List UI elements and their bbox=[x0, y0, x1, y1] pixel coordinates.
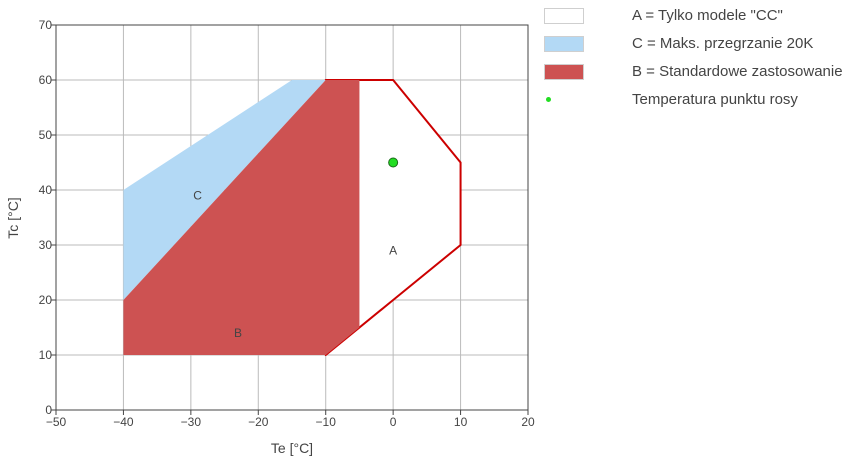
region-label-a: A bbox=[389, 244, 397, 258]
legend-swatch-b bbox=[544, 64, 584, 80]
region-label-b: B bbox=[234, 326, 242, 340]
x-tick-label: 0 bbox=[390, 415, 397, 429]
y-tick-label: 50 bbox=[39, 128, 53, 142]
axis-ticks: −50 −40 −30 −20 −10 0 10 20 0 10 20 30 40 50 60 70 bbox=[39, 18, 535, 429]
x-tick-label: −30 bbox=[181, 415, 202, 429]
legend-item-c[interactable]: C = Maks. przegrzanie 20K bbox=[544, 35, 864, 60]
legend-item-a[interactable]: A = Tylko modele "CC" bbox=[544, 7, 864, 32]
x-tick-label: −50 bbox=[46, 415, 67, 429]
y-tick-label: 20 bbox=[39, 293, 53, 307]
dew-point-marker bbox=[388, 157, 399, 168]
y-tick-label: 40 bbox=[39, 183, 53, 197]
legend: A = Tylko modele "CC" C = Maks. przegrza… bbox=[544, 7, 864, 120]
legend-item-dew-point[interactable]: Temperatura punktu rosy bbox=[544, 91, 864, 116]
legend-swatch-a bbox=[544, 8, 584, 24]
y-tick-label: 70 bbox=[39, 18, 53, 32]
y-axis-title: Tc [°C] bbox=[5, 197, 21, 238]
plot-frame bbox=[55, 24, 529, 411]
legend-label-c: C = Maks. przegrzanie 20K bbox=[632, 35, 814, 52]
region-b bbox=[123, 80, 360, 355]
legend-label-a: A = Tylko modele "CC" bbox=[632, 7, 783, 24]
region-label-c: C bbox=[193, 189, 202, 203]
legend-label-dew-point: Temperatura punktu rosy bbox=[632, 91, 798, 108]
y-tick-label: 60 bbox=[39, 73, 53, 87]
legend-swatch-c bbox=[544, 36, 584, 52]
x-tick-label: 10 bbox=[454, 415, 468, 429]
series-layer bbox=[123, 79, 462, 356]
y-tick-label: 10 bbox=[39, 348, 53, 362]
x-tick-label: −40 bbox=[113, 415, 134, 429]
legend-marker-dew-point bbox=[546, 97, 551, 102]
region-c bbox=[123, 80, 326, 300]
y-tick-label: 30 bbox=[39, 238, 53, 252]
legend-item-b[interactable]: B = Standardowe zastosowanie bbox=[544, 63, 864, 88]
legend-label-b: B = Standardowe zastosowanie bbox=[632, 63, 843, 80]
x-tick-label: −10 bbox=[316, 415, 337, 429]
y-tick-label: 0 bbox=[45, 403, 52, 417]
x-axis-title: Te [°C] bbox=[271, 440, 313, 456]
x-tick-label: 20 bbox=[521, 415, 535, 429]
region-labels: A C B bbox=[193, 189, 397, 341]
x-tick-label: −20 bbox=[248, 415, 269, 429]
